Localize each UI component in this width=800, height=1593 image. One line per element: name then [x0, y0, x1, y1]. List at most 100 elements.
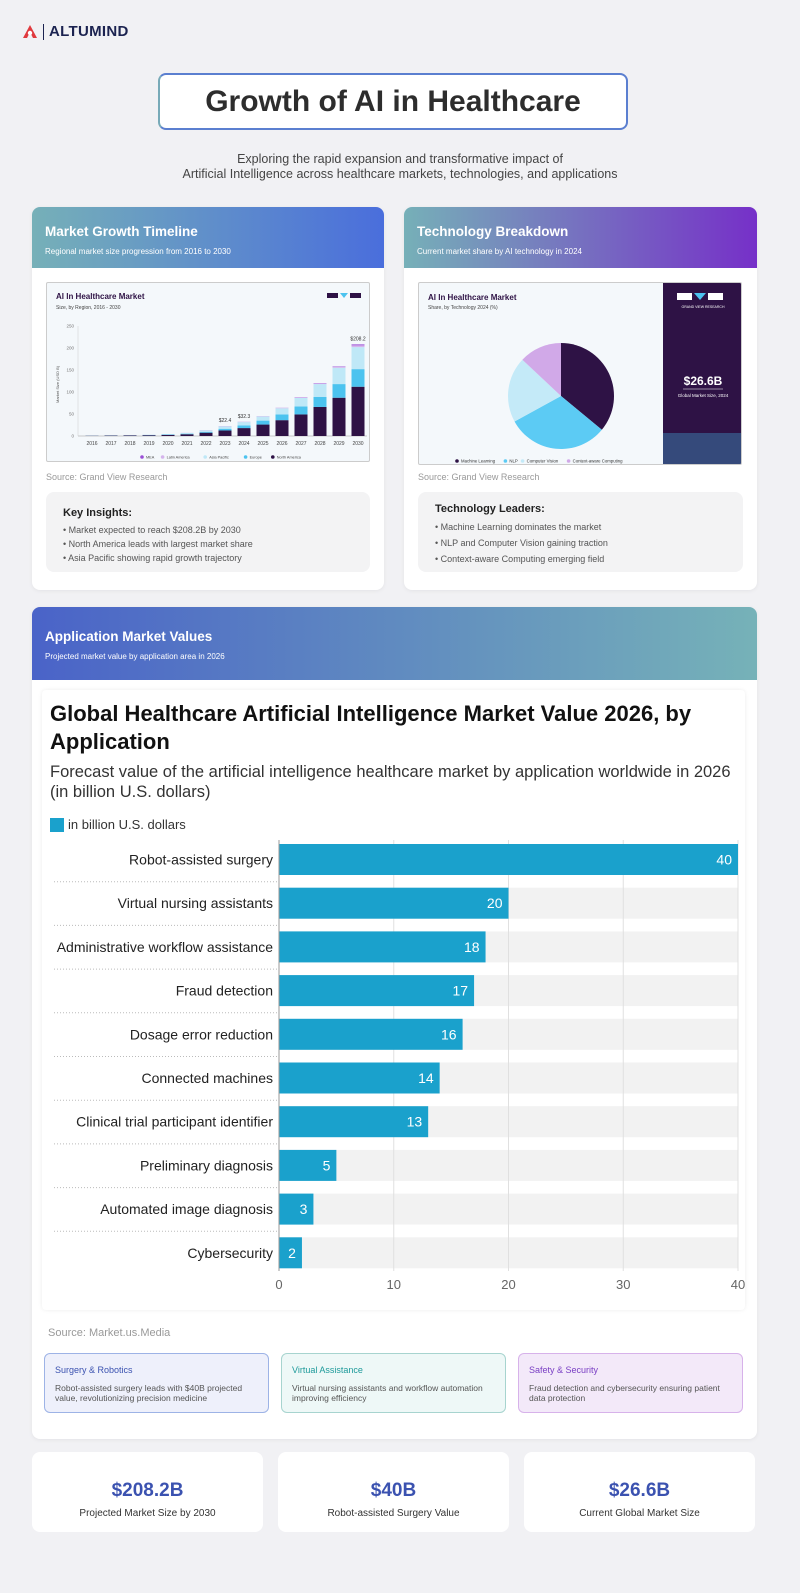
technology-leaders: Technology Leaders: Machine Learning dom…	[418, 492, 743, 572]
x-tick-label: 2019	[143, 441, 154, 447]
tag-title: Surgery & Robotics	[55, 1365, 133, 1375]
legend-label: Asia Pacific	[209, 456, 229, 460]
pie-slice-machine-learning	[561, 343, 614, 430]
x-tick-label: 20	[501, 1277, 515, 1292]
stacked-bar-chart: AI In Healthcare Market Size, by Region,…	[55, 292, 367, 460]
card-title: Application Market Values	[45, 629, 213, 644]
legend-marker	[140, 455, 144, 459]
card-subtitle: Current market share by AI technology in…	[417, 247, 582, 256]
x-tick-label: 2018	[124, 441, 135, 447]
bar-segment-north-america	[313, 406, 327, 436]
stat-card: $208.2B Projected Market Size by 2030	[32, 1452, 263, 1532]
bar-segment-europe	[351, 369, 365, 387]
chart-title: Global Healthcare Artificial Intelligenc…	[50, 701, 692, 754]
legend-marker	[160, 455, 165, 459]
bar	[279, 844, 738, 875]
bar	[279, 1106, 429, 1138]
legend-label: Context-aware Computing	[573, 459, 624, 464]
legend-marker	[455, 459, 459, 463]
x-tick-label: 2030	[352, 441, 363, 447]
chart-subtitle: Forecast value of the artificial intelli…	[50, 763, 731, 801]
bar-segment-europe	[256, 420, 270, 425]
data-label: $22.4	[219, 418, 232, 424]
panel-value: $26.6B	[684, 374, 723, 388]
value-label: 14	[418, 1070, 434, 1086]
legend-label: Europe	[250, 456, 262, 460]
stat-card: $26.6B Current Global Market Size	[524, 1452, 755, 1532]
technology-breakdown-card: Technology Breakdown Current market shar…	[404, 207, 757, 590]
bar-segment-europe	[218, 428, 232, 431]
bar-segment-mea	[351, 344, 365, 346]
stat-label: Current Global Market Size	[579, 1508, 700, 1519]
insight-item: Market expected to reach $208.2B by 2030	[63, 523, 353, 537]
value-label: 20	[487, 895, 503, 911]
key-insights: Key Insights: Market expected to reach $…	[46, 492, 370, 572]
stat-card: $40B Robot-assisted Surgery Value	[278, 1452, 509, 1532]
bar-segment-north-america	[294, 414, 308, 436]
brand-name: ALTUMIND	[49, 23, 129, 40]
x-tick-label: 2026	[276, 441, 287, 447]
x-tick-label: 2029	[333, 441, 344, 447]
pie-chart: AI In Healthcare Market Share, by Techno…	[428, 283, 741, 464]
pie-slice-computer-vision	[508, 359, 561, 422]
data-label: $208.2	[350, 336, 366, 342]
pie-slice-context-aware-computing	[522, 343, 561, 396]
y-tick-label: 250	[66, 324, 74, 329]
card-subtitle: Projected market value by application ar…	[45, 652, 225, 661]
chart-title: AI In Healthcare Market	[428, 293, 517, 302]
x-tick-label: 2025	[257, 441, 268, 447]
value-label: 5	[323, 1157, 331, 1173]
insight-item: Context-aware Computing emerging field	[435, 551, 726, 567]
bar-segment-asia-pacific	[199, 430, 213, 432]
chart-subtitle: Size, by Region, 2016 - 2030	[56, 305, 121, 311]
y-tick-label: 200	[66, 346, 74, 351]
card-subtitle: Regional market size progression from 20…	[45, 247, 231, 256]
bar-segment-north-america	[123, 435, 137, 436]
stat-value: $40B	[370, 1480, 417, 1501]
card-title: Market Growth Timeline	[45, 224, 198, 239]
bar-segment-asia-pacific	[256, 416, 270, 421]
bar-segment-north-america	[351, 386, 365, 436]
region-chart: AI In Healthcare Market Size, by Region,…	[46, 282, 370, 462]
page-title: Growth of AI in Healthcare	[158, 73, 628, 130]
chart-subtitle: Share, by Technology 2024 (%)	[428, 305, 498, 311]
x-tick-label: 2027	[295, 441, 306, 447]
legend-marker	[520, 459, 525, 463]
x-tick-label: 30	[616, 1277, 630, 1292]
category-label: Preliminary diagnosis	[140, 1157, 273, 1173]
bar-segment-asia-pacific	[294, 397, 308, 407]
bar	[279, 1149, 337, 1181]
legend-marker	[566, 459, 571, 463]
value-label: 18	[464, 939, 480, 955]
bar-segment-asia-pacific	[332, 367, 346, 385]
bar-segment-europe	[313, 396, 327, 407]
application-tag-card: Virtual Assistance Virtual nursing assist…	[281, 1353, 506, 1413]
category-label: Fraud detection	[176, 983, 273, 999]
tag-title: Virtual Assistance	[292, 1365, 363, 1375]
application-tag-card: Safety & Security Fraud detection and cyb…	[518, 1353, 743, 1413]
bar-segment-north-america	[161, 434, 175, 436]
y-tick-label: 0	[71, 434, 74, 439]
x-tick-label: 2016	[86, 441, 97, 447]
insights-title: Technology Leaders:	[435, 503, 545, 515]
chart-legend: in billion U.S. dollars	[50, 817, 186, 832]
bar-segment-north-america	[256, 424, 270, 436]
legend-label: Machine Learning	[461, 459, 496, 464]
panel-brand: GRAND VIEW RESEARCH	[682, 305, 725, 309]
bar	[279, 975, 475, 1007]
value-label: 17	[452, 983, 468, 999]
bar-segment-europe	[294, 406, 308, 415]
legend-label: North America	[277, 456, 302, 460]
bar-segment-europe	[237, 425, 251, 429]
bar	[279, 1193, 314, 1225]
x-tick-label: 2028	[314, 441, 325, 447]
bar-segment-latin-america	[351, 345, 365, 348]
value-label: 16	[441, 1026, 457, 1042]
source-text: Source: Market.us.Media	[48, 1327, 171, 1339]
x-tick-label: 2020	[162, 441, 173, 447]
x-tick-label: 10	[387, 1277, 401, 1292]
y-tick-label: 50	[69, 412, 75, 417]
category-label: Clinical trial participant identifier	[76, 1114, 273, 1130]
tag-title: Safety & Security	[529, 1365, 599, 1375]
bar-segment-latin-america	[332, 366, 346, 368]
